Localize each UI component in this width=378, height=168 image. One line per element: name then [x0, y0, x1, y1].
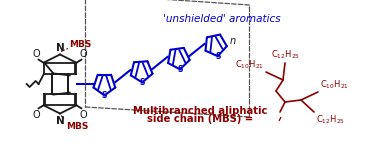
Text: Multibranched aliphatic: Multibranched aliphatic [133, 106, 267, 116]
Text: C$_{12}$H$_{25}$: C$_{12}$H$_{25}$ [316, 113, 345, 125]
Text: C$_{12}$H$_{25}$: C$_{12}$H$_{25}$ [271, 49, 299, 61]
Text: side chain (MBS) =: side chain (MBS) = [147, 114, 253, 124]
Text: O: O [33, 110, 40, 120]
Text: C$_{10}$H$_{21}$: C$_{10}$H$_{21}$ [235, 58, 264, 71]
Text: MBS: MBS [66, 121, 88, 131]
Text: N: N [56, 116, 64, 125]
Text: S: S [177, 65, 183, 74]
Text: O: O [80, 49, 87, 59]
Text: MBS: MBS [69, 40, 91, 50]
Text: S: S [102, 91, 107, 100]
Text: S: S [139, 78, 145, 87]
Text: C$_{10}$H$_{21}$: C$_{10}$H$_{21}$ [320, 78, 349, 91]
Text: N: N [56, 44, 64, 53]
Text: n: n [229, 36, 235, 46]
Text: 'unshielded' aromatics: 'unshielded' aromatics [163, 14, 281, 24]
Text: O: O [80, 110, 87, 120]
Text: S: S [215, 52, 220, 61]
Text: O: O [33, 49, 40, 59]
